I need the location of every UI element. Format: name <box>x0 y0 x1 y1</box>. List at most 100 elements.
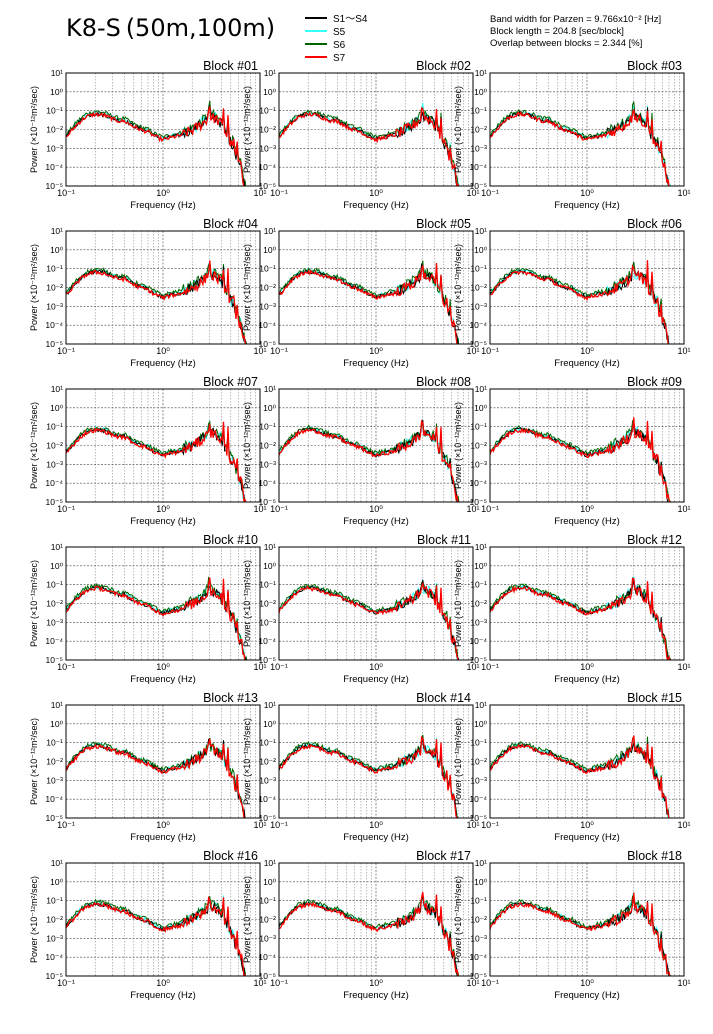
y-axis-label: Power (×10⁻¹²m²/sec) <box>29 402 39 489</box>
y-tick-label: 10⁻² <box>470 125 487 135</box>
y-tick-label: 10⁻² <box>259 441 276 451</box>
y-tick-label: 10¹ <box>475 858 487 868</box>
y-tick-label: 10⁻³ <box>470 459 487 469</box>
y-tick-label: 10⁻⁵ <box>470 181 487 191</box>
y-tick-label: 10⁻¹ <box>259 738 276 748</box>
x-tick-label: 10⁻¹ <box>481 346 499 356</box>
panel-title: Block #10 <box>203 533 258 547</box>
y-tick-label: 10⁻⁵ <box>470 497 487 507</box>
x-tick-label: 10¹ <box>466 188 479 198</box>
curves <box>490 101 672 186</box>
x-tick-label: 10⁻¹ <box>57 346 75 356</box>
y-tick-label: 10⁻¹ <box>259 264 276 274</box>
y-tick-label: 10⁻⁵ <box>46 655 63 665</box>
y-axis-label: Power (×10⁻¹²m²/sec) <box>242 560 252 647</box>
parameters-block: Band width for Parzen = 9.766x10⁻² [Hz] … <box>490 14 661 50</box>
y-tick-label: 10⁻² <box>470 599 487 609</box>
y-tick-label: 10⁻³ <box>46 775 63 785</box>
y-tick-label: 10⁻¹ <box>46 106 63 116</box>
x-tick-label: 10⁻¹ <box>57 820 75 830</box>
y-tick-label: 10⁻⁴ <box>469 162 487 172</box>
x-axis-label: Frequency (Hz) <box>343 990 408 1001</box>
series-line-4 <box>490 260 669 344</box>
plot-frame <box>489 388 685 503</box>
curves <box>490 735 670 818</box>
y-tick-label: 10⁰ <box>263 561 276 571</box>
x-axis-label: Frequency (Hz) <box>130 832 195 843</box>
y-tick-label: 10⁻³ <box>46 933 63 943</box>
plot-frame <box>489 230 685 345</box>
panel-title: Block #04 <box>203 217 258 231</box>
plot-frame <box>489 546 685 661</box>
y-axis-label: Power (×10⁻¹²m²/sec) <box>242 718 252 805</box>
y-tick-label: 10⁰ <box>263 719 276 729</box>
y-tick-label: 10¹ <box>51 858 63 868</box>
x-tick-label: 10¹ <box>677 504 690 514</box>
y-tick-label: 10⁻⁵ <box>46 971 63 981</box>
y-tick-label: 10⁻¹ <box>470 264 487 274</box>
curves <box>490 417 671 502</box>
y-tick-label: 10⁻⁵ <box>46 497 63 507</box>
y-tick-label: 10⁻³ <box>259 143 276 153</box>
x-tick-label: 10⁰ <box>580 820 594 830</box>
y-tick-label: 10⁰ <box>474 87 487 97</box>
y-tick-label: 10⁻⁵ <box>259 181 276 191</box>
x-tick-label: 10¹ <box>677 820 690 830</box>
y-tick-label: 10⁻⁴ <box>258 162 276 172</box>
y-tick-label: 10⁻³ <box>46 143 63 153</box>
x-tick-label: 10¹ <box>253 346 266 356</box>
y-tick-label: 10¹ <box>264 384 276 394</box>
x-tick-label: 10⁰ <box>156 662 170 672</box>
x-tick-label: 10⁻¹ <box>270 978 288 988</box>
y-tick-label: 10⁻² <box>46 125 63 135</box>
x-tick-label: 10⁻¹ <box>270 188 288 198</box>
panel-title: Block #03 <box>627 59 682 73</box>
y-tick-label: 10⁻⁵ <box>470 813 487 823</box>
x-tick-label: 10⁻¹ <box>481 978 499 988</box>
x-tick-label: 10⁻¹ <box>57 188 75 198</box>
y-tick-label: 10⁰ <box>50 245 63 255</box>
x-tick-label: 10¹ <box>466 346 479 356</box>
y-tick-label: 10⁻² <box>259 283 276 293</box>
x-tick-label: 10⁰ <box>580 662 594 672</box>
y-tick-label: 10⁻³ <box>259 617 276 627</box>
y-tick-label: 10⁻⁴ <box>258 636 276 646</box>
x-tick-label: 10⁻¹ <box>270 504 288 514</box>
y-tick-label: 10⁻¹ <box>259 580 276 590</box>
y-axis-label: Power (×10⁻¹²m²/sec) <box>242 402 252 489</box>
y-tick-label: 10⁰ <box>474 245 487 255</box>
y-tick-label: 10⁰ <box>474 719 487 729</box>
y-tick-label: 10⁻³ <box>470 617 487 627</box>
panel-title: Block #07 <box>203 375 258 389</box>
series-line-4 <box>66 260 247 344</box>
x-tick-label: 10¹ <box>677 662 690 672</box>
y-tick-label: 10⁻¹ <box>46 896 63 906</box>
y-tick-label: 10⁻³ <box>259 775 276 785</box>
y-tick-label: 10⁻⁵ <box>46 339 63 349</box>
plot-frame <box>278 862 474 977</box>
y-tick-label: 10⁰ <box>263 877 276 887</box>
x-tick-label: 10⁻¹ <box>270 346 288 356</box>
y-tick-label: 10¹ <box>475 68 487 78</box>
x-tick-label: 10⁰ <box>156 346 170 356</box>
y-tick-label: 10⁻² <box>46 915 63 925</box>
panel-title: Block #05 <box>416 217 471 231</box>
panel-title: Block #13 <box>203 691 258 705</box>
plot-frame <box>278 704 474 819</box>
legend-label-4: S7 <box>333 53 346 64</box>
panel-title: Block #08 <box>416 375 471 389</box>
panel-1: 10⁻¹ 10⁰ 10¹ 10⁻⁵ 10⁻⁴ 10⁻³ 10⁻² 10⁻¹ 10⁰ 10¹ Freq… <box>29 59 267 211</box>
y-tick-label: 10⁻³ <box>470 775 487 785</box>
x-tick-label: 10⁰ <box>580 978 594 988</box>
curves <box>490 260 670 344</box>
y-tick-label: 10⁰ <box>50 719 63 729</box>
y-tick-label: 10¹ <box>51 700 63 710</box>
x-axis-label: Frequency (Hz) <box>554 990 619 1001</box>
series-line-4 <box>490 109 670 186</box>
y-tick-label: 10⁻³ <box>46 617 63 627</box>
y-tick-label: 10⁻¹ <box>46 738 63 748</box>
y-tick-label: 10⁻¹ <box>470 738 487 748</box>
y-tick-label: 10¹ <box>264 858 276 868</box>
y-tick-label: 10⁻¹ <box>470 896 487 906</box>
y-axis-label: Power (×10⁻¹²m²/sec) <box>453 718 463 805</box>
